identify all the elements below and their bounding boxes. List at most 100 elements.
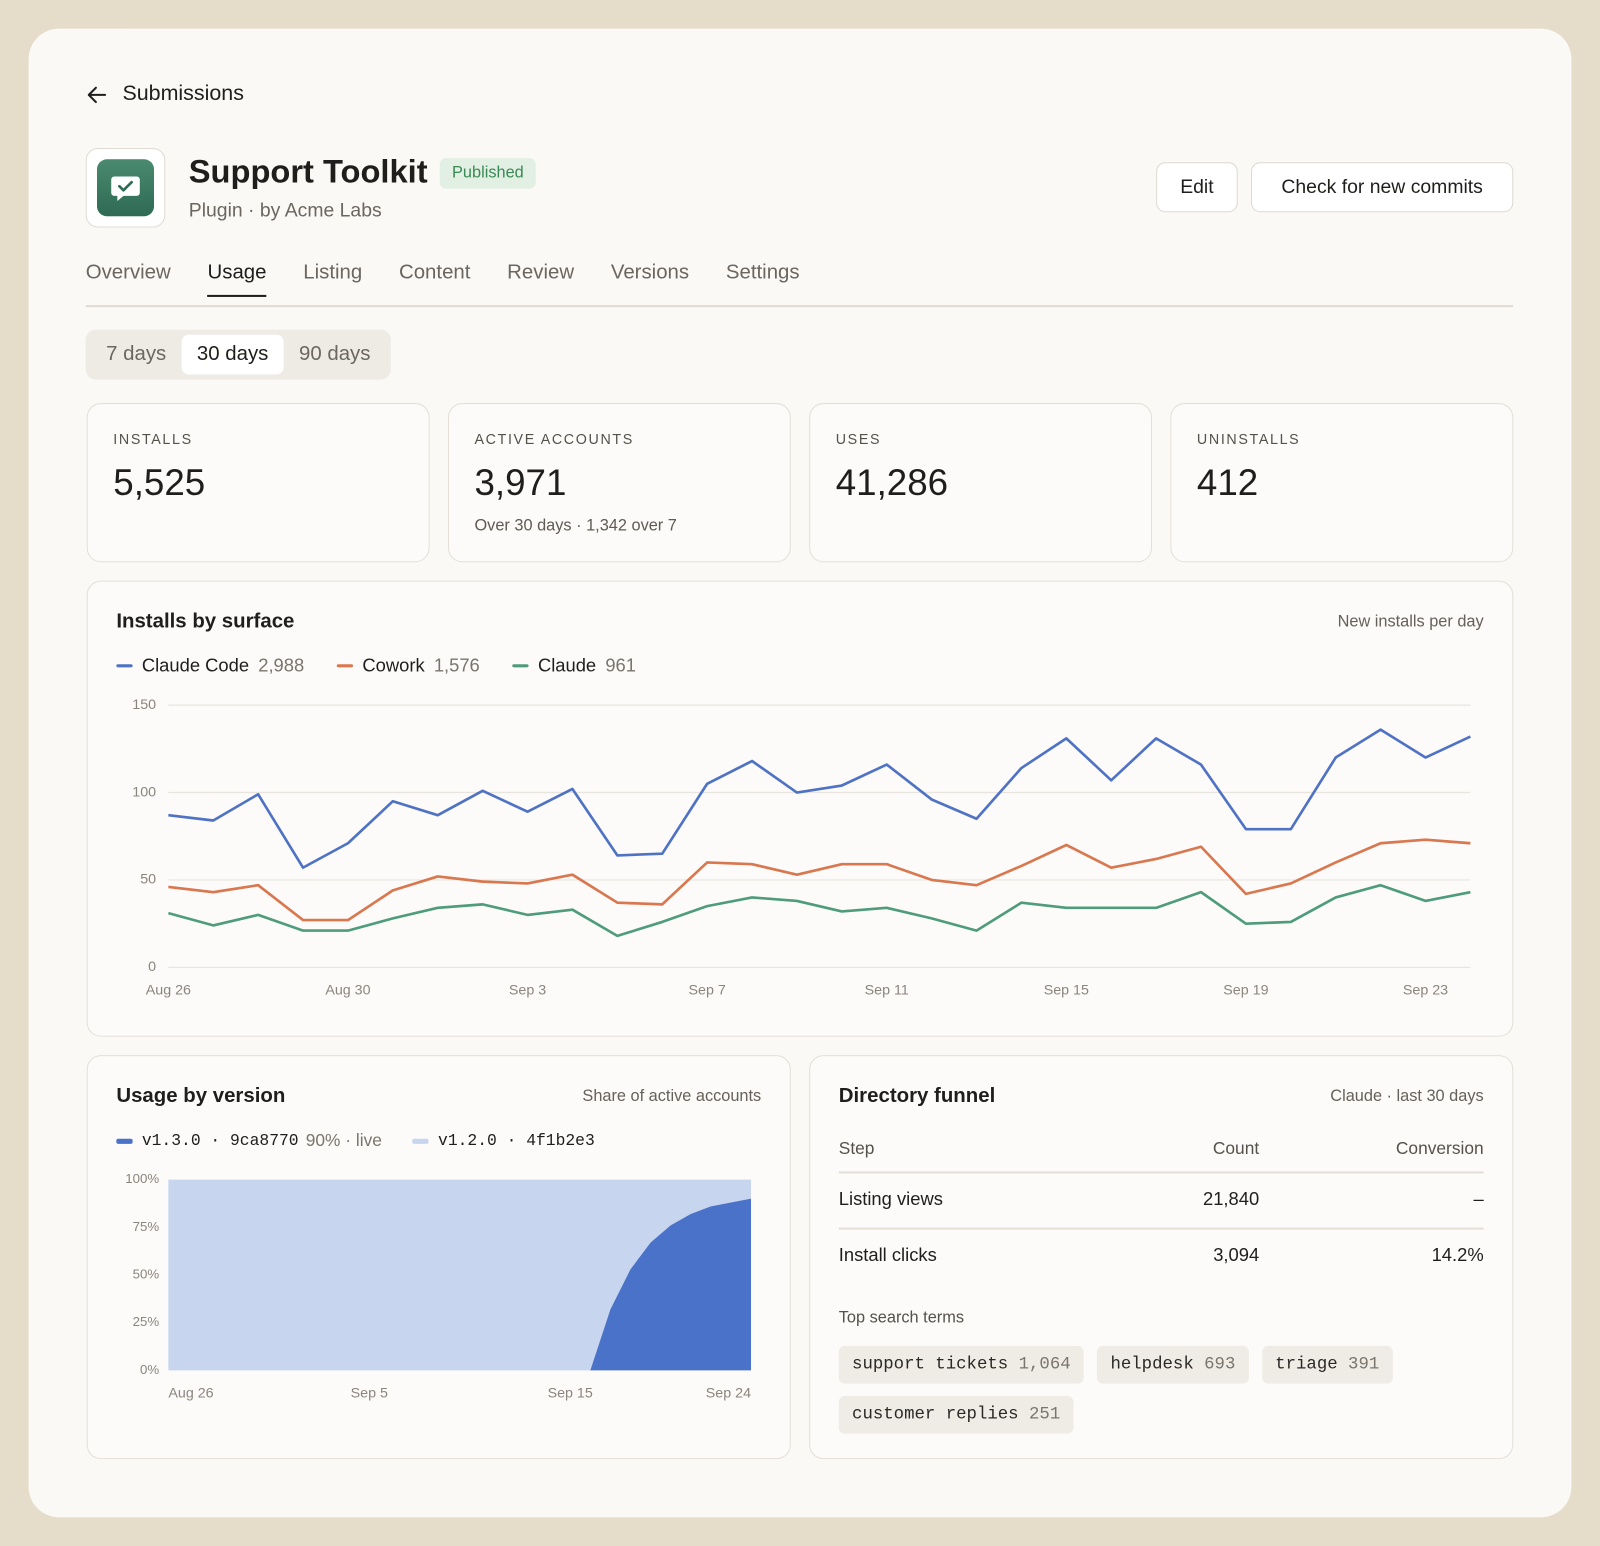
legend-swatch [116, 1138, 133, 1144]
stat-label: USES [835, 430, 882, 447]
stat-card: UNINSTALLS 412 [1170, 403, 1514, 563]
range-option[interactable]: 7 days [106, 342, 167, 366]
column-header: Step [838, 1138, 875, 1159]
chart-title: Usage by version [116, 1084, 286, 1108]
tab[interactable]: Overview [85, 261, 171, 284]
search-term: support tickets [852, 1355, 1009, 1375]
legend-note: 90% · live [305, 1130, 382, 1150]
range-option[interactable]: 30 days [181, 334, 284, 375]
x-tick-label: Sep 11 [865, 983, 909, 999]
version-card: Usage by version Share of active account… [86, 1055, 791, 1460]
y-tick-label: 50% [133, 1266, 160, 1281]
x-tick-label: Sep 3 [509, 983, 546, 999]
tab[interactable]: Review [507, 261, 575, 284]
stat-value: 412 [1196, 461, 1259, 504]
search-label: Top search terms [838, 1309, 964, 1327]
x-tick-label: Sep 15 [548, 1386, 593, 1402]
edit-button[interactable]: Edit [1156, 162, 1238, 213]
search-chip[interactable]: customer replies 251 [838, 1395, 1074, 1434]
funnel-title: Directory funnel [838, 1084, 996, 1108]
legend-name: v1.2.0 · 4f1b2e3 [438, 1131, 595, 1150]
x-tick-label: Sep 15 [1044, 983, 1089, 999]
stat-note: Over 30 days · 1,342 over 7 [474, 517, 677, 535]
stat-card: USES 41,286 [809, 403, 1153, 563]
count-cell: 21,840 [1202, 1188, 1260, 1210]
count-cell: 3,094 [1213, 1244, 1260, 1266]
legend-item: v1.3.0 · 9ca8770 90% · live [116, 1131, 382, 1151]
search-count: 1,064 [1018, 1355, 1071, 1375]
tab[interactable]: Listing [303, 261, 363, 284]
legend-swatch [512, 664, 529, 668]
check-commits-button[interactable]: Check for new commits [1251, 162, 1514, 213]
legend-swatch [116, 664, 133, 668]
range-option[interactable]: 90 days [298, 342, 371, 366]
range-selector: 7 days 30 days 90 days [85, 329, 391, 380]
area-band [168, 1179, 752, 1371]
y-tick-label: 100 [132, 784, 156, 800]
y-tick-label: 100% [125, 1171, 159, 1186]
stat-card: INSTALLS 5,525 [86, 403, 430, 563]
legend: Claude Code 2,988 Cowork 1,576 Claude 961 [116, 655, 636, 676]
series-line [168, 883, 1471, 938]
funnel-card: Directory funnel Claude · last 30 days S… [809, 1055, 1514, 1460]
x-tick-label: Aug 26 [146, 983, 191, 999]
search-count: 693 [1204, 1355, 1236, 1375]
status-badge: Published [439, 158, 536, 189]
tab[interactable]: Usage [207, 261, 267, 297]
x-tick-label: Sep 19 [1223, 983, 1268, 999]
line-chart: 0 50 100 150 Aug 26 Aug 30 Sep 3 Sep 7 Sep 11 Sep… [132, 697, 1471, 999]
chart-title: Installs by surface [116, 610, 295, 633]
tab-bar: Overview Usage Listing Content Review Version… [86, 261, 800, 297]
search-count: 251 [1029, 1405, 1061, 1425]
x-tick-label: Sep 7 [688, 983, 725, 999]
stat-value: 5,525 [113, 461, 206, 504]
y-tick-label: 25% [133, 1314, 160, 1329]
funnel-subtitle: Claude · last 30 days [1330, 1087, 1484, 1106]
tab[interactable]: Versions [610, 261, 690, 284]
legend-total: 1,576 [433, 655, 480, 676]
stat-label: UNINSTALLS [1196, 430, 1301, 447]
search-chip[interactable]: helpdesk 693 [1097, 1345, 1249, 1384]
legend-name: v1.3.0 · 9ca8770 [141, 1131, 299, 1150]
search-term: helpdesk [1110, 1355, 1194, 1375]
plugin-icon [96, 159, 155, 217]
area-band [168, 1198, 752, 1371]
legend-item: Claude Code 2,988 [116, 655, 304, 676]
installs-card: Installs by surface New installs per day… [86, 580, 1514, 1037]
tab[interactable]: Content [398, 261, 471, 284]
chart-subtitle: Share of active accounts [582, 1087, 762, 1106]
legend-name: Claude [537, 655, 597, 676]
search-count: 391 [1348, 1355, 1380, 1375]
chart-subtitle: New installs per day [1337, 613, 1484, 631]
column-header: Conversion [1395, 1138, 1484, 1159]
legend-item: Claude 961 [512, 655, 636, 676]
search-chip[interactable]: triage 391 [1261, 1345, 1393, 1384]
conversion-cell: – [1473, 1188, 1484, 1210]
search-term: customer replies [852, 1405, 1019, 1425]
legend: v1.3.0 · 9ca8770 90% · live v1.2.0 · 4f1b2… [116, 1131, 595, 1151]
back-arrow[interactable] [86, 84, 108, 106]
y-tick-label: 0 [148, 959, 156, 975]
x-tick-label: Sep 24 [706, 1386, 751, 1402]
y-tick-label: 150 [132, 697, 156, 713]
x-tick-label: Sep 5 [351, 1386, 388, 1402]
tab[interactable]: Settings [725, 261, 800, 284]
stat-label: ACTIVE ACCOUNTS [474, 430, 634, 447]
stat-value: 3,971 [474, 461, 567, 504]
column-header: Count [1212, 1138, 1260, 1159]
y-tick-label: 0% [140, 1362, 159, 1377]
x-tick-label: Sep 23 [1403, 983, 1448, 999]
plugin-subtitle: Plugin · by Acme Labs [188, 199, 382, 222]
plugin-icon-frame [85, 147, 166, 228]
x-tick-label: Aug 30 [325, 983, 370, 999]
row-divider [838, 1171, 1484, 1173]
area-chart: 0% 25% 50% 75% 100% Aug 26 Sep 5 Sep 15 Sep 24 [125, 1171, 752, 1402]
search-term: triage [1275, 1355, 1338, 1375]
step-cell: Listing views [838, 1188, 943, 1210]
search-chip[interactable]: support tickets 1,064 [838, 1345, 1084, 1384]
legend-swatch [336, 664, 354, 668]
back-link[interactable]: Submissions [122, 81, 244, 106]
series-line [168, 728, 1471, 869]
